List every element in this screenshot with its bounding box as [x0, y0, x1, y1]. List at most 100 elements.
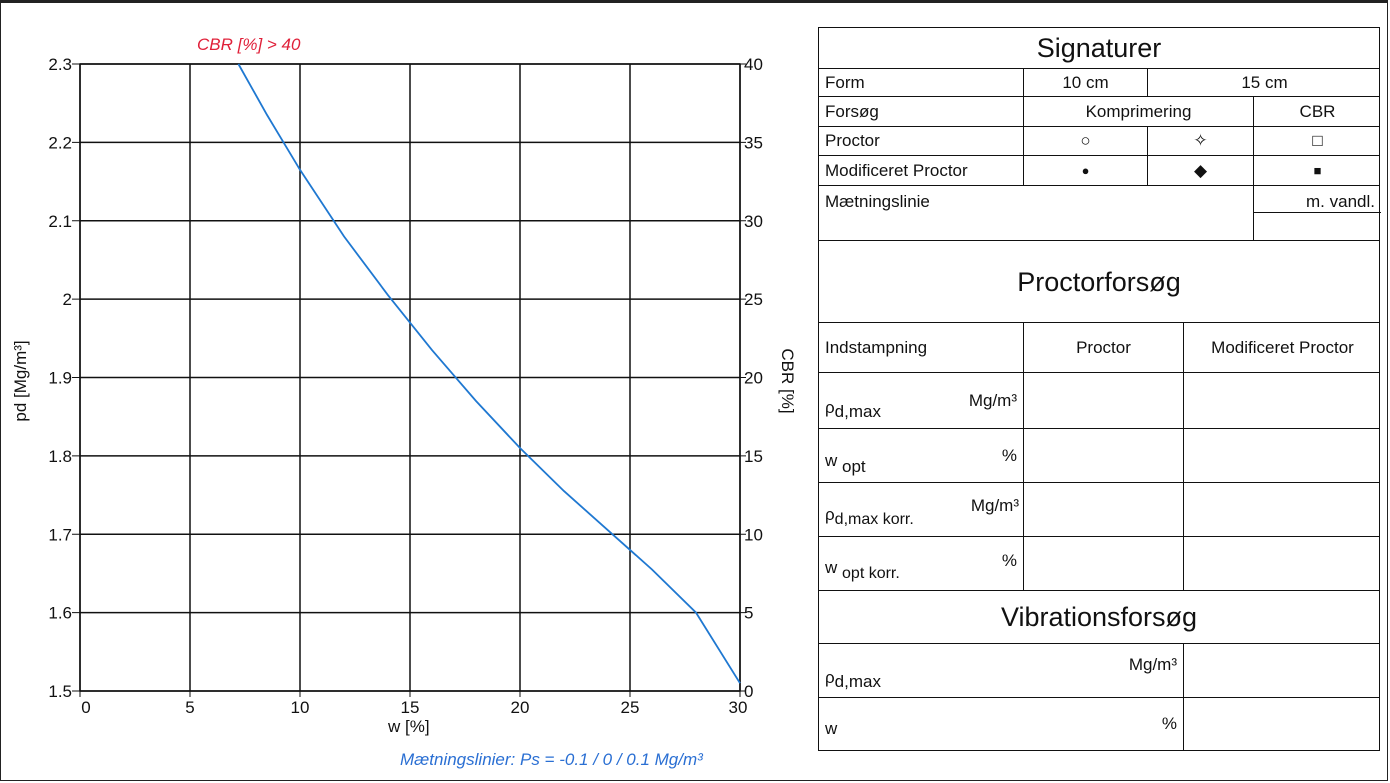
w-opt-korr-unit: % — [1001, 550, 1017, 570]
form-row: Form 10 cm 15 cm — [819, 69, 1379, 97]
y-tick-label: 2 — [63, 290, 72, 309]
y2-axis-title: CBR [%] — [778, 348, 797, 414]
komprimering-label: Komprimering — [1024, 97, 1254, 126]
x-tick-label: 0 — [81, 698, 90, 717]
y2-tick-label: 20 — [744, 369, 763, 388]
x-tick-label: 5 — [185, 698, 194, 717]
form-label: Form — [819, 69, 1024, 96]
y-tick-label: 1.8 — [48, 447, 72, 466]
mod-proctor-square-icon: ■ — [1313, 163, 1322, 178]
m-vandl-divider — [1254, 212, 1381, 213]
rho-dmax-korr-label: ρd,max korr. Mg/m³ — [819, 483, 1024, 536]
y-tick-label: 1.5 — [48, 682, 72, 701]
form-10cm: 10 cm — [1024, 69, 1148, 96]
proctor-rho-dmax-value[interactable] — [1024, 373, 1184, 428]
vib-w-row: w % — [819, 698, 1379, 750]
w-opt-symbol: w opt — [825, 450, 866, 476]
proctor-w-opt-korr-value[interactable] — [1024, 537, 1184, 590]
proctor-row: Proctor ○ ✧ □ — [819, 127, 1379, 156]
vib-rho-symbol: ρd,max — [825, 667, 881, 691]
mod-proctor-w-opt-value[interactable] — [1184, 429, 1381, 482]
mod-proctor-rho-dmax-korr-value[interactable] — [1184, 483, 1381, 536]
y2-tick-label: 30 — [744, 212, 763, 231]
x-tick-label: 15 — [401, 698, 420, 717]
vibrationsforsog-header-row: Vibrationsforsøg — [819, 591, 1379, 644]
y2-tick-label: 10 — [744, 525, 763, 544]
x-tick-label: 10 — [291, 698, 310, 717]
mod-proctor-w-opt-korr-value[interactable] — [1184, 537, 1381, 590]
vib-rho-row: ρd,max Mg/m³ — [819, 644, 1379, 698]
x-axis-title: w [%] — [388, 717, 430, 736]
vib-rho-value[interactable] — [1184, 644, 1381, 697]
x-tick-label: 20 — [511, 698, 530, 717]
y-tick-label: 2.2 — [48, 133, 72, 152]
m-vandl-label: m. vandl. — [1306, 192, 1375, 211]
vib-rho-label: ρd,max Mg/m³ — [819, 644, 1184, 697]
y2-tick-label: 35 — [744, 133, 763, 152]
signature-table: Signaturer Form 10 cm 15 cm Forsøg Kompr… — [818, 27, 1381, 751]
signaturer-header-row: Signaturer — [819, 28, 1379, 69]
form-15cm: 15 cm — [1241, 72, 1288, 92]
indstampning-label: Indstampning — [819, 323, 1024, 372]
w-opt-korr-row: w opt korr. % — [819, 537, 1379, 591]
rho-dmax-symbol: ρd,max — [825, 397, 881, 421]
vib-w-symbol: w — [825, 719, 838, 738]
proctor-w-opt-value[interactable] — [1024, 429, 1184, 482]
maetningslinie-row: Mætningslinie m. vandl. — [819, 186, 1381, 241]
w-opt-row: w opt % — [819, 429, 1379, 483]
y2-tick-label: 0 — [744, 682, 753, 701]
rho-dmax-row: ρd,max Mg/m³ — [819, 373, 1379, 429]
y-tick-label: 2.1 — [48, 212, 72, 231]
y2-tick-label: 15 — [744, 447, 763, 466]
proctor-col-header: Proctor — [1024, 323, 1184, 372]
x-tick-label: 30 — [729, 698, 748, 717]
proctor-square-icon: □ — [1312, 131, 1323, 150]
mod-proctor-rho-dmax-value[interactable] — [1184, 373, 1381, 428]
vibrationsforsog-title: Vibrationsforsøg — [1000, 601, 1198, 632]
w-opt-label: w opt % — [819, 429, 1024, 482]
forsog-label: Forsøg — [819, 97, 1024, 126]
mod-proctor-row: Modificeret Proctor ● ◆ ■ — [819, 156, 1379, 186]
proctor-label: Proctor — [819, 127, 1024, 155]
x-tick-label: 25 — [621, 698, 640, 717]
saturation-annotation: Mætningslinier: Ps = -0.1 / 0 / 0.1 Mg/m… — [400, 750, 703, 769]
rho-dmax-unit: Mg/m³ — [968, 390, 1017, 410]
w-opt-unit: % — [1001, 445, 1017, 465]
y-tick-label: 1.7 — [48, 525, 72, 544]
y-tick-label: 2.3 — [48, 55, 72, 74]
vib-w-label: w % — [819, 698, 1184, 750]
proctorforsog-header-row: Proctorforsøg — [819, 241, 1379, 323]
rho-dmax-label: ρd,max Mg/m³ — [819, 373, 1024, 428]
mod-proctor-dot-icon: ● — [1024, 156, 1148, 185]
mod-proctor-label: Modificeret Proctor — [819, 156, 1024, 185]
w-opt-korr-label: w opt korr. % — [819, 537, 1024, 590]
indstampning-row: Indstampning Proctor Modificeret Proctor — [819, 323, 1379, 373]
mod-proctor-diamond-icon: ◆ — [1148, 156, 1254, 185]
rho-dmax-korr-unit: Mg/m³ — [970, 495, 1019, 515]
y2-tick-label: 40 — [744, 55, 763, 74]
proctor-rho-dmax-korr-value[interactable] — [1024, 483, 1184, 536]
proctor-circle-icon: ○ — [1024, 127, 1148, 155]
rho-dmax-korr-row: ρd,max korr. Mg/m³ — [819, 483, 1379, 537]
y2-tick-label: 5 — [744, 604, 753, 623]
forsog-row: Forsøg Komprimering CBR — [819, 97, 1379, 127]
saturation-line — [237, 63, 741, 684]
y2-tick-label: 25 — [744, 290, 763, 309]
y-tick-label: 1.9 — [48, 369, 72, 388]
maetningslinie-label: Mætningslinie — [819, 186, 1254, 240]
vib-w-value[interactable] — [1184, 698, 1381, 750]
y-tick-label: 1.6 — [48, 604, 72, 623]
vib-rho-unit: Mg/m³ — [1128, 654, 1177, 674]
signaturer-title: Signaturer — [1036, 32, 1162, 63]
chart-plot: 0 5 10 15 20 25 30 1.5 1.6 1.7 1.8 1.9 2 2.1 2.2 2.3 0 5 1… — [48, 55, 763, 717]
w-opt-korr-symbol: w opt korr. — [825, 557, 900, 582]
cbr-label: CBR — [1299, 101, 1336, 121]
cbr-annotation: CBR [%] > 40 — [197, 35, 301, 54]
proctor-star-icon: ✧ — [1148, 127, 1254, 155]
plot-border — [79, 63, 741, 692]
vib-w-unit: % — [1161, 714, 1177, 733]
proctorforsog-title: Proctorforsøg — [1017, 267, 1181, 297]
mod-proctor-col-header: Modificeret Proctor — [1211, 337, 1354, 357]
rho-dmax-korr-symbol: ρd,max korr. — [825, 504, 914, 528]
